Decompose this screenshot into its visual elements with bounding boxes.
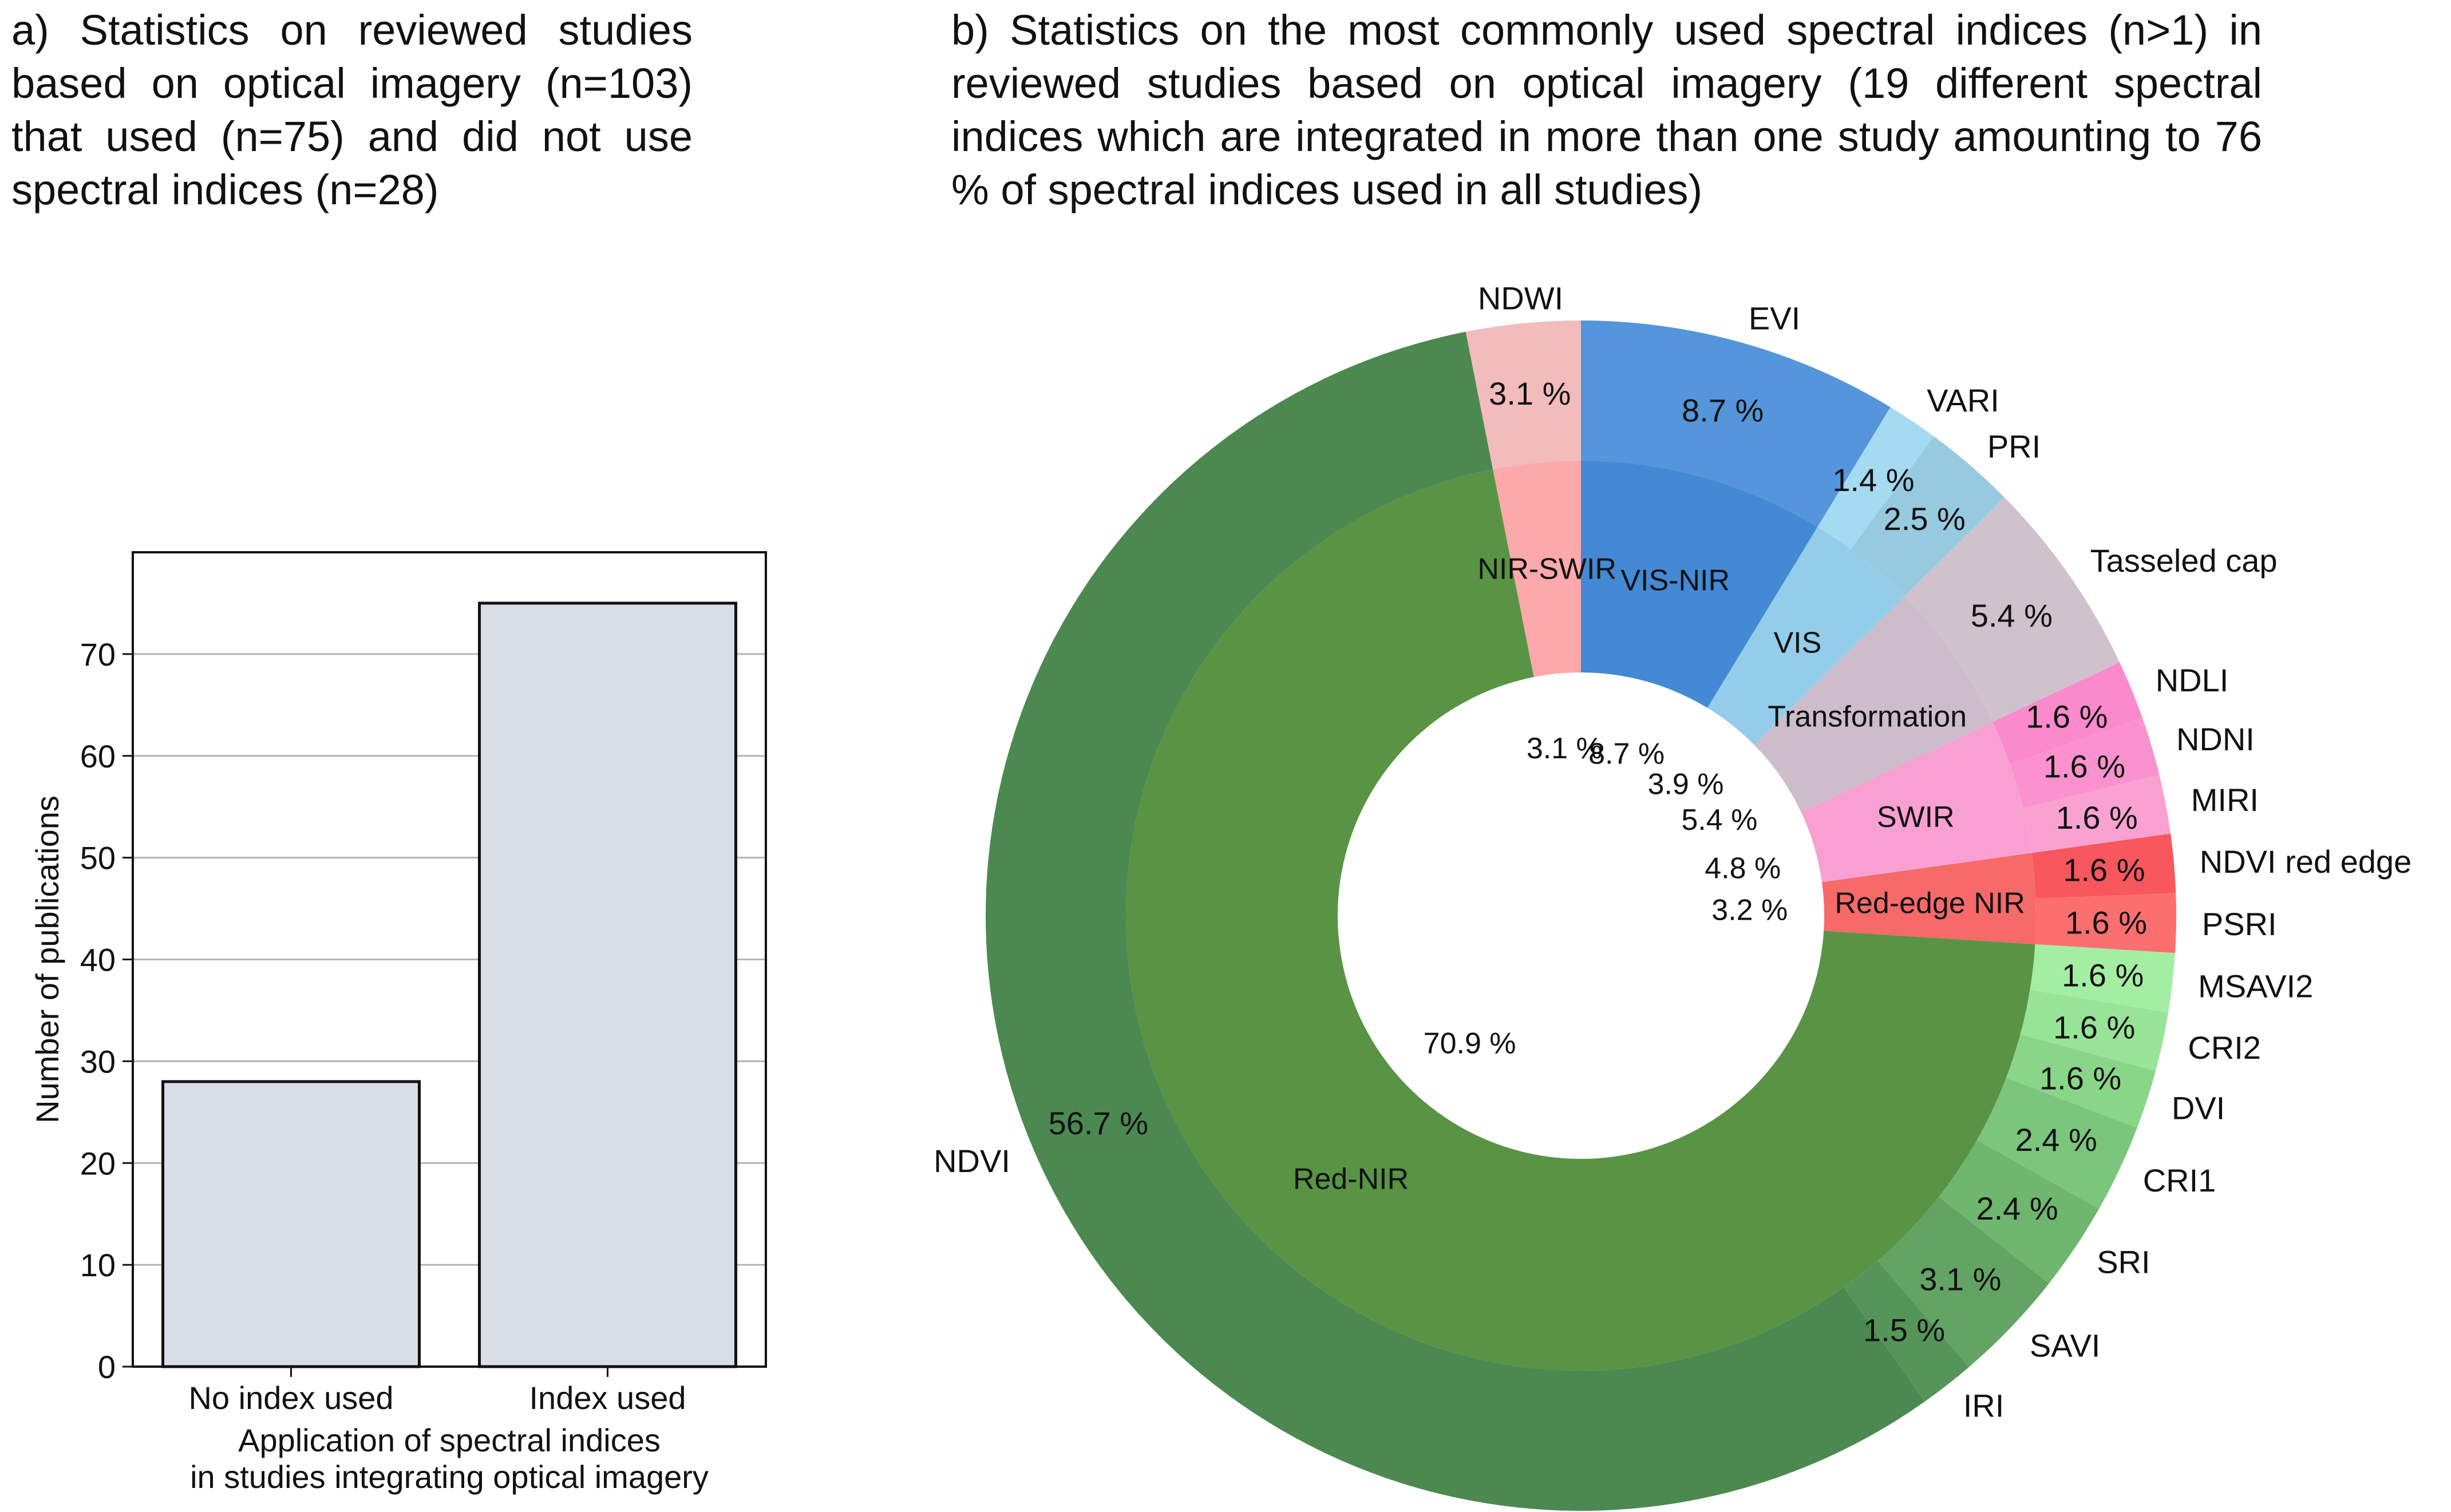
outer-pct-label: 2.4 %: [2015, 1122, 2097, 1158]
outer-name-label: IRI: [1963, 1387, 2005, 1423]
outer-name-label: NDLI: [2156, 662, 2229, 698]
y-tick-label: 0: [98, 1349, 116, 1385]
outer-pct-label: 1.6 %: [2026, 699, 2108, 735]
outer-slice-savi: [1877, 1197, 2049, 1367]
panel-b-caption: b) Statistics on the most commonly used …: [951, 6, 2262, 213]
inner-name-label: SWIR: [1877, 801, 1955, 834]
outer-pct-label: 1.6 %: [2062, 957, 2144, 994]
outer-name-label: SAVI: [2030, 1327, 2100, 1363]
outer-pct-label: 8.7 %: [1682, 393, 1764, 429]
outer-pct-label: 1.5 %: [1863, 1312, 1945, 1348]
outer-name-label: NDVI: [934, 1143, 1010, 1179]
inner-slice-nir-swir: [1493, 461, 1581, 678]
outer-pct-label: 1.6 %: [2065, 905, 2147, 941]
outer-pct-label: 1.6 %: [2043, 749, 2125, 785]
outer-pct-label: 1.6 %: [2053, 1010, 2135, 1046]
bar-no-index-used: [161, 1080, 421, 1368]
outer-slice-ndvi: [986, 331, 1925, 1511]
outer-name-label: VARI: [1927, 382, 1999, 418]
outer-name-label: MIRI: [2191, 782, 2259, 818]
outer-name-label: EVI: [1749, 300, 1800, 336]
outer-name-label: NDWI: [1478, 280, 1563, 316]
inner-name-label: Red-edge NIR: [1835, 887, 2025, 920]
inner-name-label: VIS-NIR: [1620, 564, 1730, 597]
outer-name-label: PSRI: [2202, 906, 2277, 942]
y-tick-label: 40: [80, 942, 116, 978]
outer-name-label: PRI: [1987, 429, 2041, 465]
inner-name-label: Red-NIR: [1293, 1163, 1409, 1196]
outer-name-label: NDVI red edge: [2200, 844, 2412, 880]
inner-pct-label: 8.7 %: [1588, 738, 1665, 771]
inner-name-label: Transformation: [1768, 700, 1967, 734]
bar-chart: 0 10 20 30 40 50 60 70 No index used Index used Ap…: [29, 551, 767, 1495]
x-tick-label: Index used: [529, 1380, 686, 1416]
inner-slice-vis: [1707, 527, 1905, 745]
x-axis-label: Application of spectral indices: [238, 1422, 661, 1458]
outer-slice-iri: [1844, 1260, 1969, 1402]
outer-slice-ndvi-red-edge: [2031, 833, 2176, 899]
outer-pct-label: 56.7 %: [1049, 1105, 1148, 1141]
outer-slice-tasseled-cap: [1904, 497, 2120, 722]
inner-name-label: NIR-SWIR: [1477, 553, 1616, 586]
outer-slice-cri1: [1976, 1078, 2137, 1209]
inner-pct-label: 70.9 %: [1424, 1027, 1516, 1060]
inner-slice-red-nir: [1125, 469, 2035, 1371]
outer-slice-ndli: [1993, 662, 2142, 765]
inner-slice-red-edge-nir: [1821, 853, 2036, 944]
outer-pct-label: 5.4 %: [1971, 597, 2053, 634]
outer-slice-miri: [2023, 775, 2171, 853]
inner-pct-label: 5.4 %: [1681, 804, 1757, 837]
outer-name-label: MSAVI2: [2198, 968, 2313, 1004]
outer-slice-ndwi: [1465, 320, 1581, 470]
outer-name-label: DVI: [2172, 1090, 2225, 1126]
inner-slice-swir: [1801, 722, 2032, 882]
outer-slice-dvi: [2006, 1034, 2156, 1128]
outer-pct-label: 3.1 %: [1489, 375, 1571, 411]
y-tick-label: 20: [80, 1145, 116, 1181]
outer-pct-label: 1.6 %: [2063, 852, 2145, 888]
y-tick-label: 50: [80, 840, 116, 876]
inner-pct-label: 3.9 %: [1648, 767, 1724, 801]
inner-slice-vis-nir: [1581, 461, 1818, 708]
y-tick-label: 70: [80, 636, 116, 672]
y-tick-label: 10: [80, 1247, 116, 1283]
inner-pct-label: 3.2 %: [1711, 894, 1788, 927]
outer-pct-label: 2.4 %: [1976, 1190, 2058, 1226]
y-tick-label: 30: [80, 1043, 116, 1079]
x-tick-label: No index used: [188, 1380, 393, 1416]
inner-name-label: VIS: [1773, 626, 1821, 659]
outer-slice-vari: [1817, 407, 1934, 549]
panel-a-caption: a) Statistics on reviewed studies based …: [11, 6, 693, 213]
outer-pct-label: 2.5 %: [1884, 501, 1966, 537]
outer-pct-label: 1.4 %: [1832, 462, 1914, 498]
inner-slice-transformation: [1754, 596, 1993, 813]
x-axis-label: in studies integrating optical imagery: [190, 1459, 709, 1495]
outer-slice-pri: [1851, 436, 2005, 596]
inner-pct-label: 4.8 %: [1705, 852, 1781, 885]
outer-pct-label: 1.6 %: [2039, 1060, 2121, 1097]
outer-slice-ndni: [2010, 717, 2160, 808]
outer-pct-label: 1.6 %: [2056, 799, 2138, 836]
outer-name-label: CRI2: [2188, 1030, 2261, 1066]
bar-index-used: [478, 601, 737, 1368]
outer-slice-sri: [1939, 1139, 2099, 1284]
outer-slice-msavi2: [2030, 944, 2175, 1013]
y-tick-label: 60: [80, 738, 116, 774]
outer-name-label: NDNI: [2176, 721, 2255, 757]
plot-frame: [132, 551, 767, 1368]
inner-pct-label: 3.1 %: [1527, 732, 1603, 765]
outer-slice-psri: [2035, 893, 2176, 953]
outer-name-label: CRI1: [2143, 1162, 2216, 1198]
outer-slice-cri2: [2020, 989, 2169, 1071]
y-axis-label: Number of publications: [29, 795, 65, 1123]
outer-pct-label: 3.1 %: [1919, 1261, 2001, 1297]
outer-slice-evi: [1581, 320, 1891, 527]
outer-name-label: SRI: [2097, 1244, 2150, 1280]
donut-chart: 8.7 % EVI 1.4 % VARI 2.5 % PRI 5.4 % Tasseled c…: [934, 280, 2412, 1511]
outer-name-label: Tasseled cap: [2090, 543, 2278, 579]
